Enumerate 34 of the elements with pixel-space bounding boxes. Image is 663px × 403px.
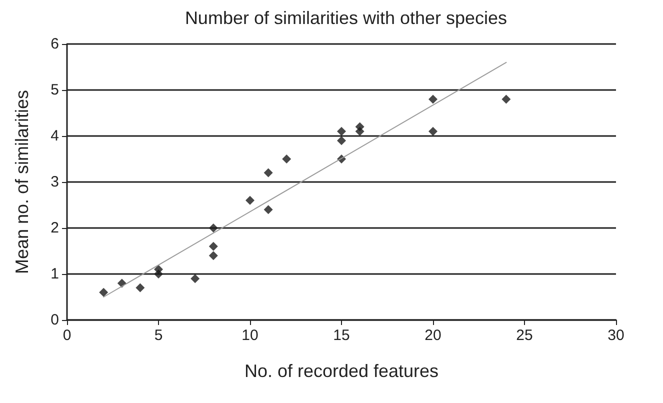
y-tick-label: 3 [50, 174, 59, 190]
point [208, 224, 218, 232]
x-tick-label: 0 [62, 327, 72, 344]
point [355, 126, 364, 136]
x-tick-label: 10 [242, 327, 258, 344]
x-tick-label: 5 [154, 327, 163, 344]
point [264, 168, 273, 178]
point [136, 283, 145, 292]
point [208, 251, 218, 260]
x-tick-label: 20 [424, 327, 442, 344]
x-tick-label: 25 [516, 327, 533, 344]
point [502, 94, 511, 104]
y-tick-label: 4 [50, 128, 59, 144]
point [154, 270, 163, 278]
point [264, 205, 273, 214]
y-tick-label: 6 [50, 36, 59, 52]
y-tick-label: 2 [50, 220, 59, 236]
x-tick-label: 30 [608, 327, 624, 344]
y-tick-label: 5 [50, 82, 59, 98]
y-axis-title: Mean no. of similarities [12, 90, 32, 274]
point [99, 288, 108, 297]
point [337, 136, 346, 146]
x-tick-label: 15 [333, 327, 350, 344]
point [282, 154, 292, 164]
point [190, 274, 200, 284]
y-tick-label: 1 [50, 266, 59, 282]
chart-title: Number of similarities with other species [184, 8, 508, 28]
x-axis-title: No. of recorded features [244, 361, 439, 381]
point [246, 196, 254, 205]
y-tick-label: 0 [50, 312, 59, 328]
point [337, 126, 346, 136]
point [428, 126, 438, 136]
point [208, 242, 218, 251]
point [428, 94, 438, 104]
